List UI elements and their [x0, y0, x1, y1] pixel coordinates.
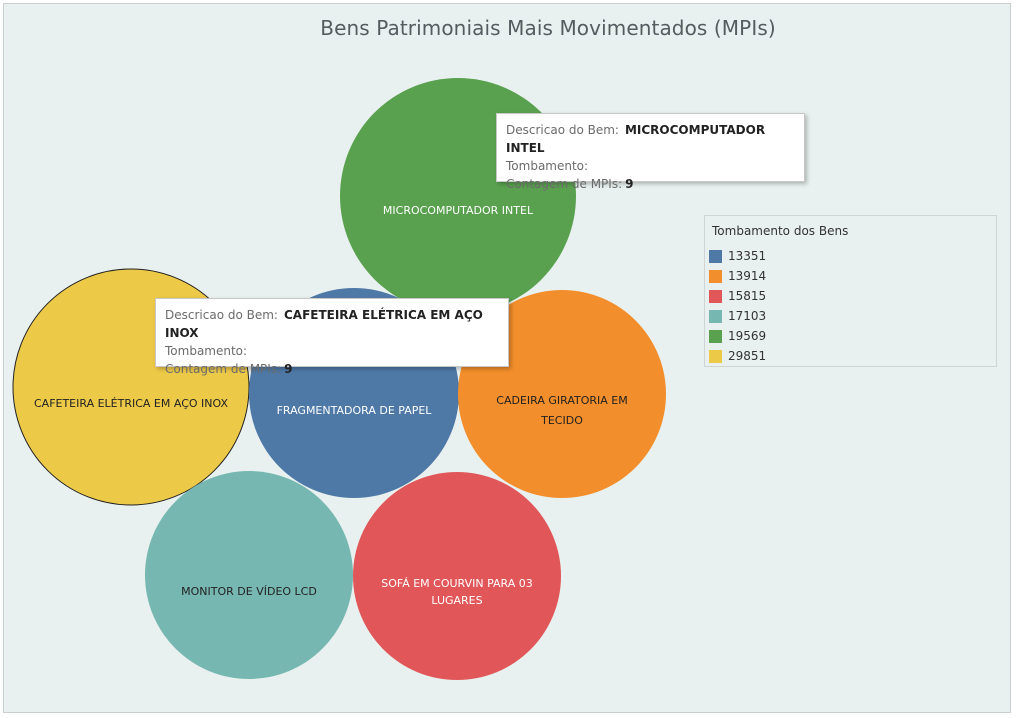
chart-title: Bens Patrimoniais Mais Movimentados (MPI… — [320, 16, 776, 40]
legend-item-29851[interactable]: 29851 — [709, 347, 766, 365]
tooltip-tomb-key: Tombamento: — [506, 159, 589, 173]
tooltip-desc-key: Descricao do Bem: — [165, 308, 278, 322]
tooltip-desc-value: CAFETEIRA ELÉTRICA EM AÇO INOX — [165, 308, 483, 340]
bubble-label: FRAGMENTADORA DE PAPEL — [277, 404, 433, 417]
legend-swatch — [709, 349, 722, 363]
tooltip-cafeteira: Descricao do Bem: CAFETEIRA ELÉTRICA EM A… — [155, 298, 509, 376]
legend-swatch — [709, 309, 722, 323]
legend-label: 17103 — [728, 309, 767, 323]
tooltip-count-key: Contagem de MPIs: — [506, 177, 623, 191]
legend-label: 13351 — [728, 249, 767, 263]
bubble-label: CADEIRA GIRATORIA EM — [496, 394, 627, 407]
bubble-17103[interactable] — [145, 471, 353, 679]
bubble-label: MICROCOMPUTADOR INTEL — [383, 204, 534, 217]
bubble-label: SOFÁ EM COURVIN PARA 03 — [381, 577, 533, 590]
tooltip-count-row: Contagem de MPIs: 9 — [506, 175, 795, 193]
tooltip-tomb-row: Tombamento: — [165, 342, 499, 360]
legend-label: 15815 — [728, 289, 767, 303]
tooltip-tomb-row: Tombamento: — [506, 157, 795, 175]
legend-swatch — [709, 269, 722, 283]
tooltip-desc-key: Descricao do Bem: — [506, 123, 619, 137]
legend-label: 19569 — [728, 329, 767, 343]
bubble-13914[interactable] — [458, 290, 666, 498]
tooltip-count-key: Contagem de MPIs: — [165, 362, 282, 376]
tooltip-desc-row: Descricao do Bem: CAFETEIRA ELÉTRICA EM A… — [165, 306, 499, 342]
tooltip-tomb-key: Tombamento: — [165, 344, 248, 358]
tooltip-microcomputador: Descricao do Bem: MICROCOMPUTADOR INTEL T… — [496, 113, 805, 191]
bubble-15815[interactable] — [353, 472, 561, 680]
tooltip-count-value: 9 — [284, 362, 293, 376]
legend-item-13914[interactable]: 13914 — [709, 267, 766, 285]
legend-item-13351[interactable]: 13351 — [709, 247, 766, 265]
tooltip-desc-row: Descricao do Bem: MICROCOMPUTADOR INTEL — [506, 121, 795, 157]
tooltip-desc-value: MICROCOMPUTADOR INTEL — [506, 123, 766, 155]
tooltip-count-row: Contagem de MPIs: 9 — [165, 360, 499, 378]
legend-swatch — [709, 289, 722, 303]
legend-label: 13914 — [728, 269, 767, 283]
bubble-label: MONITOR DE VÍDEO LCD — [181, 585, 317, 598]
tooltip-count-value: 9 — [625, 177, 634, 191]
bubble-label: LUGARES — [431, 594, 482, 607]
legend-title: Tombamento dos Bens — [712, 224, 849, 238]
legend-label: 29851 — [728, 349, 767, 363]
bubble-label: TECIDO — [540, 414, 583, 427]
legend-swatch — [709, 249, 722, 263]
bubble-label: CAFETEIRA ELÉTRICA EM AÇO INOX — [34, 397, 228, 410]
legend-swatch — [709, 329, 722, 343]
legend-item-15815[interactable]: 15815 — [709, 287, 766, 305]
legend-item-17103[interactable]: 17103 — [709, 307, 766, 325]
legend-item-19569[interactable]: 19569 — [709, 327, 766, 345]
legend: Tombamento dos Bens 13351 13914 15815 17… — [704, 215, 997, 367]
